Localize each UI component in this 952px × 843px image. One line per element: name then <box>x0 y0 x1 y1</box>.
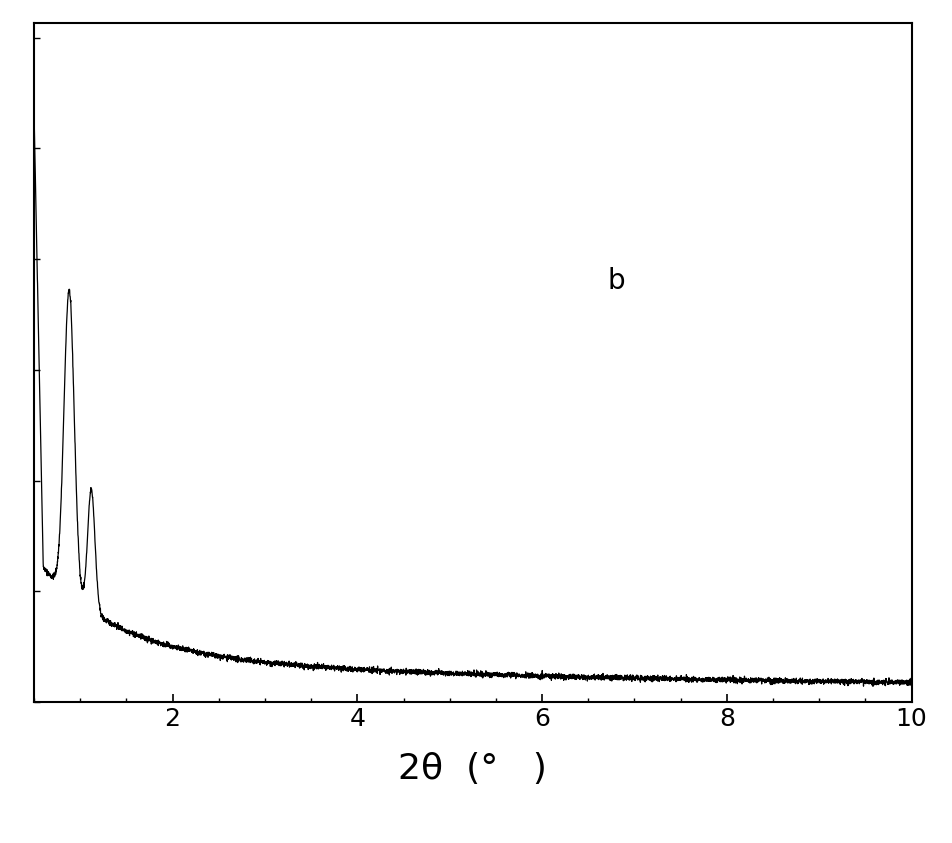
Text: b: b <box>607 267 625 295</box>
X-axis label: 2θ  (°   ): 2θ (° ) <box>398 752 547 786</box>
